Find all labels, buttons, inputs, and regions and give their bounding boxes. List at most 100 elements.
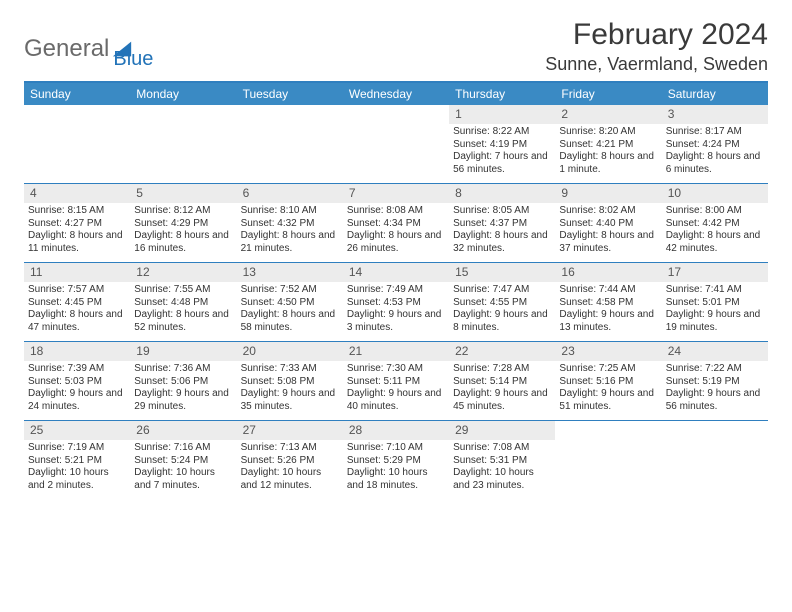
day-number: 11 [24,263,130,282]
calendar-cell: 1Sunrise: 8:22 AMSunset: 4:19 PMDaylight… [449,105,555,183]
calendar-cell [662,421,768,499]
day-number: 17 [662,263,768,282]
daylight-text: Daylight: 9 hours and 3 minutes. [347,309,445,334]
sunrise-text: Sunrise: 7:44 AM [559,284,657,297]
day-number: 15 [449,263,555,282]
day-number: 5 [130,184,236,203]
sunrise-text: Sunrise: 7:30 AM [347,363,445,376]
daylight-text: Daylight: 9 hours and 29 minutes. [134,388,232,413]
calendar-cell: 20Sunrise: 7:33 AMSunset: 5:08 PMDayligh… [237,342,343,420]
daylight-text: Daylight: 9 hours and 13 minutes. [559,309,657,334]
dayhead-mon: Monday [130,83,236,105]
sunrise-text: Sunrise: 7:49 AM [347,284,445,297]
dayhead-tue: Tuesday [237,83,343,105]
daylight-text: Daylight: 10 hours and 12 minutes. [241,467,339,492]
calendar-cell: 24Sunrise: 7:22 AMSunset: 5:19 PMDayligh… [662,342,768,420]
day-number: 10 [662,184,768,203]
calendar-cell: 21Sunrise: 7:30 AMSunset: 5:11 PMDayligh… [343,342,449,420]
logo-text-general: General [24,35,109,63]
calendar-cell: 17Sunrise: 7:41 AMSunset: 5:01 PMDayligh… [662,263,768,341]
sunset-text: Sunset: 4:27 PM [28,218,126,231]
sunrise-text: Sunrise: 8:12 AM [134,205,232,218]
sunrise-text: Sunrise: 8:20 AM [559,126,657,139]
sunset-text: Sunset: 4:50 PM [241,297,339,310]
calendar-cell [555,421,661,499]
day-number: 18 [24,342,130,361]
page-title: February 2024 [545,18,768,52]
daylight-text: Daylight: 8 hours and 32 minutes. [453,230,551,255]
daylight-text: Daylight: 8 hours and 47 minutes. [28,309,126,334]
day-number: 14 [343,263,449,282]
sunrise-text: Sunrise: 7:13 AM [241,442,339,455]
sunrise-text: Sunrise: 7:41 AM [666,284,764,297]
day-number: 2 [555,105,661,124]
day-number: 19 [130,342,236,361]
calendar-cell [237,105,343,183]
calendar-cell: 25Sunrise: 7:19 AMSunset: 5:21 PMDayligh… [24,421,130,499]
sunrise-text: Sunrise: 7:10 AM [347,442,445,455]
day-number: 27 [237,421,343,440]
daylight-text: Daylight: 8 hours and 21 minutes. [241,230,339,255]
daylight-text: Daylight: 7 hours and 56 minutes. [453,151,551,176]
sunset-text: Sunset: 5:03 PM [28,376,126,389]
daylight-text: Daylight: 9 hours and 19 minutes. [666,309,764,334]
day-number: 8 [449,184,555,203]
dayhead-sat: Saturday [662,83,768,105]
calendar-cell [130,105,236,183]
sunset-text: Sunset: 5:16 PM [559,376,657,389]
sunset-text: Sunset: 4:24 PM [666,139,764,152]
daylight-text: Daylight: 9 hours and 45 minutes. [453,388,551,413]
calendar-cell: 9Sunrise: 8:02 AMSunset: 4:40 PMDaylight… [555,184,661,262]
dayhead-sun: Sunday [24,83,130,105]
dayhead-wed: Wednesday [343,83,449,105]
day-number: 21 [343,342,449,361]
calendar-cell: 2Sunrise: 8:20 AMSunset: 4:21 PMDaylight… [555,105,661,183]
day-number: 3 [662,105,768,124]
sunrise-text: Sunrise: 8:05 AM [453,205,551,218]
day-header-row: Sunday Monday Tuesday Wednesday Thursday… [24,83,768,105]
daylight-text: Daylight: 8 hours and 52 minutes. [134,309,232,334]
sunset-text: Sunset: 5:06 PM [134,376,232,389]
daylight-text: Daylight: 8 hours and 16 minutes. [134,230,232,255]
calendar-cell: 7Sunrise: 8:08 AMSunset: 4:34 PMDaylight… [343,184,449,262]
sunrise-text: Sunrise: 8:10 AM [241,205,339,218]
daylight-text: Daylight: 10 hours and 7 minutes. [134,467,232,492]
day-number: 4 [24,184,130,203]
sunrise-text: Sunrise: 8:08 AM [347,205,445,218]
day-number: 1 [449,105,555,124]
sunrise-text: Sunrise: 7:28 AM [453,363,551,376]
daylight-text: Daylight: 8 hours and 1 minute. [559,151,657,176]
calendar-cell: 14 Sunrise: 7:49 AMSunset: 4:53 PMDayligh… [343,263,449,341]
calendar-cell: 27 Sunrise: 7:13 AMSunset: 5:26 PMDayligh… [237,421,343,499]
daylight-text: Daylight: 9 hours and 51 minutes. [559,388,657,413]
sunrise-text: Sunrise: 7:47 AM [453,284,551,297]
sunset-text: Sunset: 5:19 PM [666,376,764,389]
logo-text-blue: Blue [113,48,153,71]
calendar-cell: 29Sunrise: 7:08 AMSunset: 5:31 PMDayligh… [449,421,555,499]
sunset-text: Sunset: 5:24 PM [134,455,232,468]
sunrise-text: Sunrise: 7:25 AM [559,363,657,376]
sunrise-text: Sunrise: 7:36 AM [134,363,232,376]
daylight-text: Daylight: 8 hours and 6 minutes. [666,151,764,176]
header: General Blue February 2024 Sunne, Vaerml… [24,18,768,75]
sunset-text: Sunset: 5:21 PM [28,455,126,468]
sunset-text: Sunset: 4:53 PM [347,297,445,310]
week-row: 1Sunrise: 8:22 AMSunset: 4:19 PMDaylight… [24,105,768,183]
sunset-text: Sunset: 4:37 PM [453,218,551,231]
sunrise-text: Sunrise: 8:15 AM [28,205,126,218]
daylight-text: Daylight: 8 hours and 26 minutes. [347,230,445,255]
sunset-text: Sunset: 5:14 PM [453,376,551,389]
dayhead-fri: Friday [555,83,661,105]
sunset-text: Sunset: 5:26 PM [241,455,339,468]
sunrise-text: Sunrise: 7:16 AM [134,442,232,455]
daylight-text: Daylight: 9 hours and 40 minutes. [347,388,445,413]
daylight-text: Daylight: 10 hours and 18 minutes. [347,467,445,492]
calendar-cell: 22Sunrise: 7:28 AMSunset: 5:14 PMDayligh… [449,342,555,420]
week-row: 11Sunrise: 7:57 AMSunset: 4:45 PMDayligh… [24,262,768,341]
sunset-text: Sunset: 4:34 PM [347,218,445,231]
sunset-text: Sunset: 4:45 PM [28,297,126,310]
day-number: 26 [130,421,236,440]
daylight-text: Daylight: 9 hours and 56 minutes. [666,388,764,413]
week-row: 25Sunrise: 7:19 AMSunset: 5:21 PMDayligh… [24,420,768,499]
calendar-cell: 6Sunrise: 8:10 AMSunset: 4:32 PMDaylight… [237,184,343,262]
